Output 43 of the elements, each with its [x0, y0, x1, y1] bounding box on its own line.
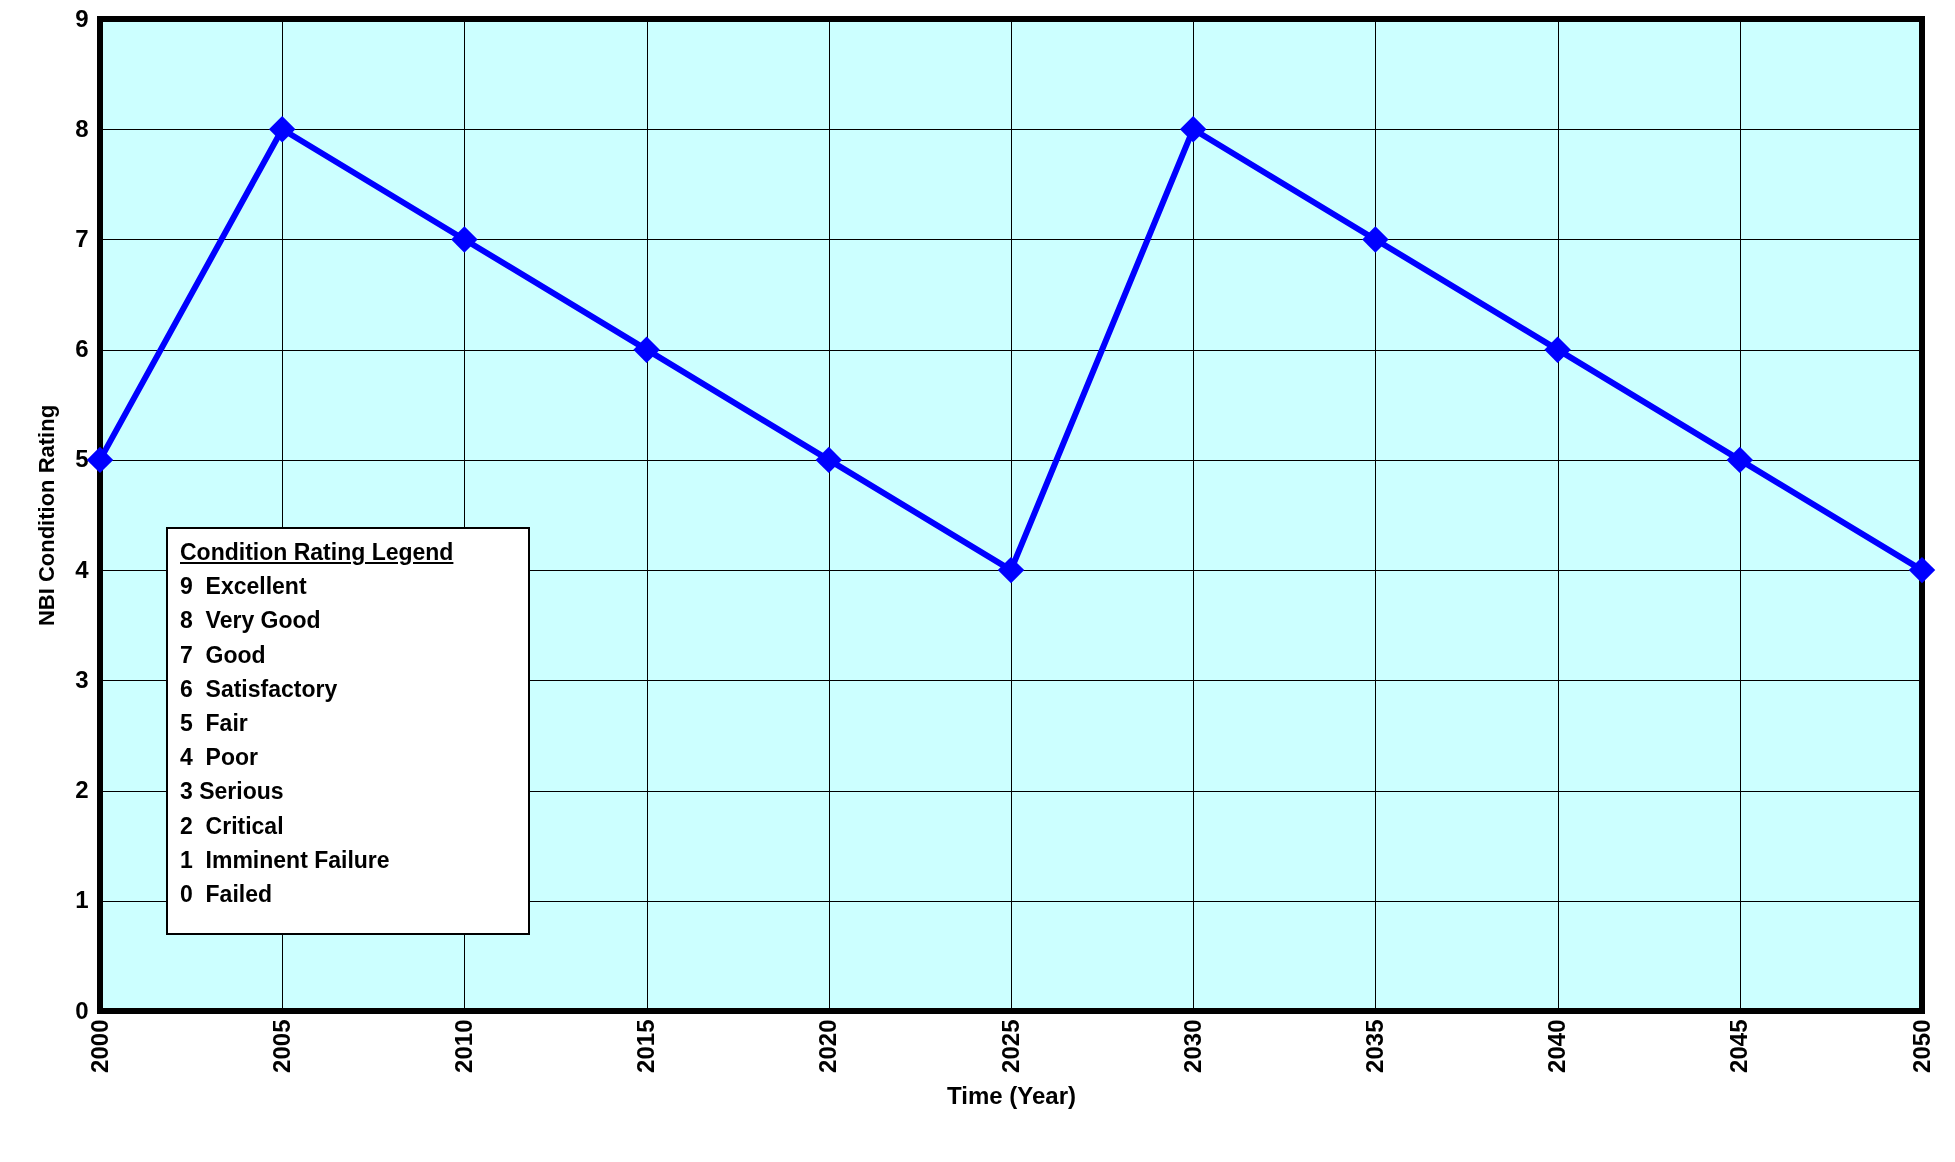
- annotation: 7 Good: [180, 640, 267, 670]
- x-tick-label: 2015: [632, 1019, 660, 1073]
- point: [268, 115, 296, 143]
- y-tick-label: 8: [75, 114, 89, 142]
- annotation: Condition Rating Legend: [180, 538, 455, 567]
- x-tick-label: 2025: [996, 1019, 1024, 1073]
- point: [633, 336, 660, 363]
- point: [997, 556, 1025, 584]
- y-tick-label: 3: [75, 665, 89, 693]
- annotation: 5 Fair: [180, 709, 249, 738]
- point: [451, 226, 478, 253]
- y-tick-label: 9: [75, 4, 89, 32]
- point: [1726, 446, 1754, 474]
- annotation: 8 Very Good: [180, 606, 322, 636]
- annotation: 4 Poor: [180, 743, 259, 773]
- point: [1179, 115, 1207, 143]
- annotation: 1 Imminent Failure: [180, 845, 391, 875]
- x-tick-label: 2035: [1360, 1019, 1388, 1073]
- point: [1362, 226, 1389, 253]
- y-axis-title: NBI Condition Rating: [34, 404, 60, 627]
- y-tick-label: 1: [75, 886, 89, 914]
- y-tick-label: 7: [75, 224, 89, 252]
- annotation: 3 Serious: [180, 777, 285, 807]
- annotation: 6 Satisfactory: [180, 674, 339, 704]
- x-tick-label: 2005: [267, 1019, 295, 1073]
- annotation: 9 Excellent: [180, 572, 308, 602]
- y-tick-label: 5: [75, 445, 89, 473]
- point: [1908, 556, 1936, 584]
- point: [815, 446, 843, 474]
- point: [1544, 336, 1571, 363]
- x-axis-title: Time (Year): [947, 1081, 1076, 1109]
- annotation: 2 Critical: [180, 811, 285, 841]
- y-tick-label: 6: [75, 335, 89, 363]
- x-tick-label: 2010: [449, 1019, 477, 1073]
- point: [86, 446, 114, 474]
- x-tick-label: 2030: [1178, 1019, 1206, 1073]
- y-tick-label: 2: [75, 776, 89, 804]
- y-tick-label: 4: [75, 555, 90, 583]
- x-tick-label: 2045: [1725, 1019, 1753, 1073]
- annotation: 0 Failed: [180, 880, 274, 910]
- x-tick-label: 2020: [814, 1019, 842, 1073]
- x-tick-label: 2050: [1907, 1019, 1935, 1073]
- x-tick-label: 2040: [1543, 1019, 1571, 1073]
